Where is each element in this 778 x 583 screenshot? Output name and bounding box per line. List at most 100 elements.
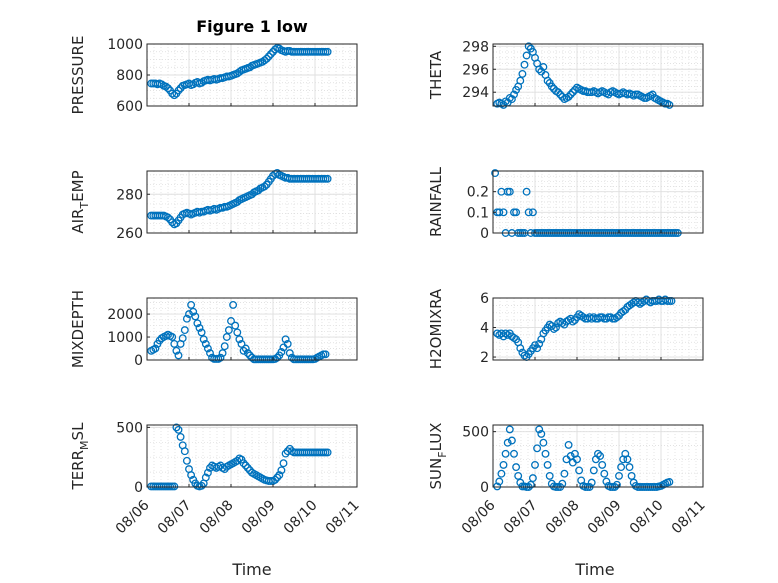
data-point (531, 460, 539, 469)
data-point (283, 339, 292, 348)
data-point (493, 329, 502, 338)
data-point (269, 47, 277, 56)
x-tick-label: 08/08 (197, 497, 237, 537)
data-point (537, 429, 546, 438)
data-point (524, 208, 533, 217)
subplot-theta: 294 296 298 THETA (427, 39, 704, 109)
y-tick-label: 600 (116, 99, 143, 115)
data-point (203, 468, 212, 477)
data-point (176, 432, 185, 441)
data-point (535, 425, 544, 434)
subplot-rainfall: 0 0.1 0.2 RAINFALL (427, 166, 704, 242)
data-point (170, 91, 179, 100)
data-point (260, 182, 269, 191)
data-point (596, 452, 605, 460)
data-point (575, 466, 584, 475)
data-point (277, 466, 286, 475)
data-point (161, 82, 170, 91)
data-point (266, 50, 275, 59)
data-point (503, 330, 512, 339)
data-point (187, 471, 196, 480)
y-tick-label: 0 (134, 353, 143, 369)
y-axis-label: MIXDEPTH (69, 290, 87, 368)
data-point (170, 482, 179, 491)
axes-box (492, 170, 704, 234)
data-point (201, 473, 210, 482)
data-point (206, 349, 214, 358)
data-point (172, 346, 181, 355)
y-tick-label: 500 (462, 425, 489, 441)
data-point (220, 342, 229, 351)
data-point (174, 86, 183, 95)
y-axis-label: H2OMIXRA (427, 288, 445, 369)
data-point (164, 213, 172, 222)
data-point (239, 346, 248, 355)
data-point (245, 351, 254, 360)
data-point (526, 480, 535, 489)
data-point (594, 449, 602, 458)
data-point (547, 82, 556, 91)
data-point (191, 312, 200, 321)
x-tick-label: 08/06 (459, 497, 499, 537)
x-tick-label: 08/08 (543, 497, 583, 537)
data-point (533, 344, 542, 353)
subplot-h2omixra: 2 4 6 H2OMIXRA (427, 288, 704, 369)
x-tick-label: 08/11 (323, 497, 363, 537)
data-point (193, 319, 202, 328)
data-point (239, 459, 248, 468)
data-point (227, 317, 235, 325)
x-tick-label: 08/10 (627, 497, 667, 537)
data-point (203, 344, 212, 353)
data-point (625, 463, 634, 472)
data-point (222, 333, 231, 341)
data-point (187, 300, 196, 309)
data-point (174, 425, 183, 434)
y-tick-label: 0 (480, 480, 489, 496)
y-tick-label: 0.1 (467, 205, 489, 221)
x-tick-label: 08/07 (155, 497, 195, 537)
data-point (164, 84, 172, 93)
data-point (598, 460, 607, 469)
data-point (323, 47, 332, 56)
data-point (627, 471, 636, 480)
data-point (556, 90, 565, 99)
data-point (543, 460, 552, 469)
data-point (543, 76, 552, 85)
data-point (512, 463, 521, 472)
data-point (243, 463, 252, 472)
data-point (499, 460, 508, 469)
data-point (264, 52, 273, 61)
series-points (493, 42, 674, 109)
y-tick-label: 296 (462, 62, 489, 78)
data-point (541, 449, 550, 458)
data-point (216, 353, 225, 362)
data-point (174, 351, 183, 360)
data-point (533, 444, 542, 453)
data-point (619, 307, 628, 316)
y-tick-label: 500 (116, 420, 143, 436)
data-point (499, 208, 508, 217)
subplot-mixdepth: 0 1000 2000 MIXDEPTH (69, 290, 358, 369)
axes-box (146, 424, 358, 488)
y-tick-label: 2000 (107, 307, 143, 323)
data-point (497, 469, 506, 478)
y-axis-label: TERRMSL (69, 422, 91, 491)
data-point (245, 63, 254, 72)
data-point (229, 300, 238, 309)
data-point (612, 313, 621, 322)
x-tick-label: 08/07 (501, 497, 541, 537)
data-point (510, 449, 518, 458)
figure-title: Figure 1 low (196, 17, 308, 36)
data-point (554, 88, 563, 97)
y-tick-label: 4 (480, 321, 489, 337)
y-tick-label: 294 (462, 85, 489, 101)
data-point (172, 423, 181, 432)
data-point (285, 349, 294, 358)
y-tick-label: 0 (134, 480, 143, 496)
data-point (535, 339, 544, 348)
axes-box (146, 170, 358, 234)
y-tick-label: 6 (480, 291, 489, 307)
data-point (503, 438, 512, 447)
data-point (516, 76, 525, 85)
